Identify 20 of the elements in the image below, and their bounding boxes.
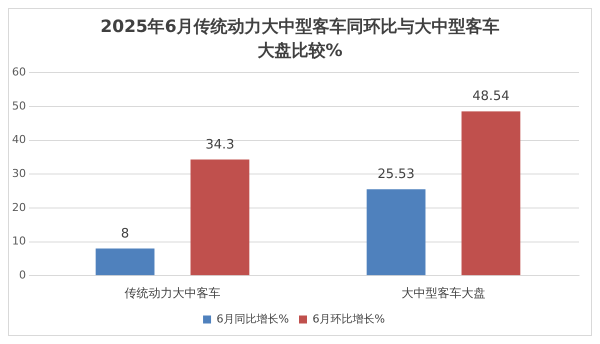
- y-tick-label: 40: [12, 133, 26, 146]
- y-tick-label: 60: [12, 65, 26, 78]
- data-label: 8: [120, 226, 130, 242]
- data-label: 34.3: [205, 137, 234, 152]
- y-tick-label: 10: [12, 234, 26, 248]
- bar: [366, 189, 426, 276]
- y-tick-label: 0: [18, 268, 26, 282]
- bar: [190, 160, 250, 276]
- x-tick-label: 传统动力大中客车: [124, 286, 220, 300]
- chart-title: 2025年6月传统动力大中型客车同环比与大中型客车大盘比较%: [100, 16, 500, 63]
- data-label: 48.54: [472, 89, 510, 104]
- data-label: 25.53: [377, 167, 415, 182]
- y-tick-label: 20: [12, 200, 26, 214]
- bar: [462, 111, 520, 276]
- y-tick-label: 50: [12, 99, 26, 112]
- legend-label: 6月同比增长%: [216, 312, 289, 326]
- legend-label: 6月环比增长%: [312, 312, 385, 326]
- bar: [96, 248, 154, 276]
- y-tick-label: 30: [12, 166, 26, 180]
- x-tick-label: 大中型客车大盘: [402, 286, 486, 300]
